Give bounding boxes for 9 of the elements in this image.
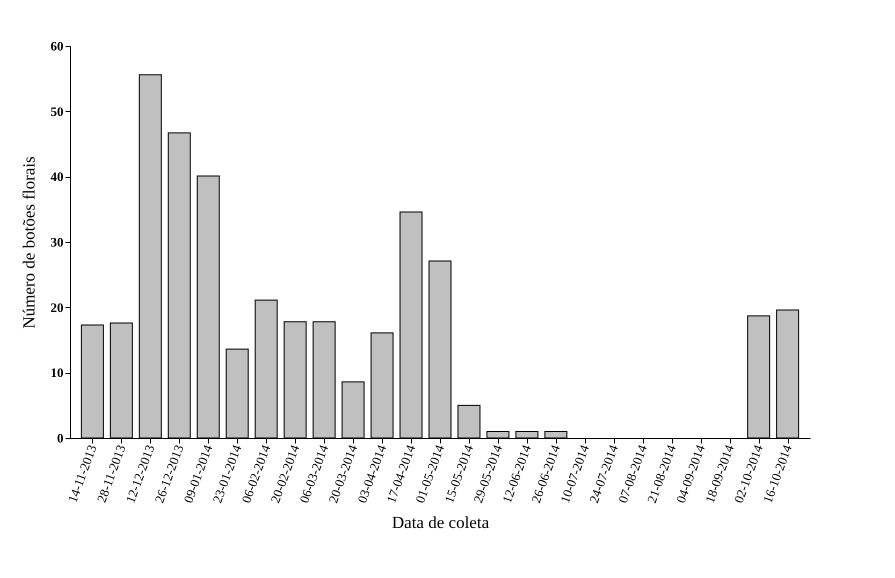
y-tick-label: 60 [50,38,64,54]
y-tick-label: 40 [50,169,64,184]
x-axis-title: Data de coleta [392,512,490,532]
y-tick-label: 30 [50,234,64,250]
y-axis-title: Número de botões florais [20,156,38,329]
y-tick-label: 50 [50,104,64,119]
y-tick-label: 10 [50,365,64,380]
y-tick-label: 0 [57,430,64,446]
y-tick-label: 20 [50,300,64,315]
